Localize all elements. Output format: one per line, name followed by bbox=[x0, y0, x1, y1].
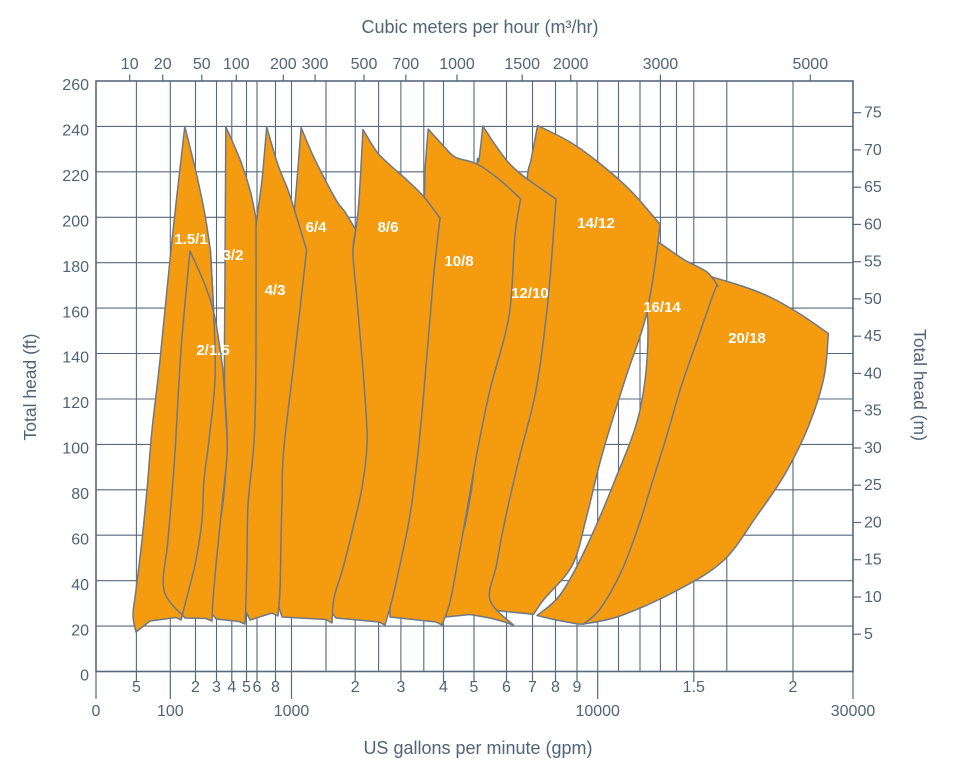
svg-text:10: 10 bbox=[864, 589, 882, 606]
svg-text:5000: 5000 bbox=[793, 56, 829, 73]
svg-text:0: 0 bbox=[80, 668, 89, 685]
svg-text:60: 60 bbox=[864, 216, 882, 233]
svg-text:0: 0 bbox=[92, 703, 101, 720]
svg-text:5: 5 bbox=[864, 626, 873, 643]
svg-text:1.5: 1.5 bbox=[683, 679, 705, 696]
svg-text:50: 50 bbox=[864, 291, 882, 308]
svg-text:4/3: 4/3 bbox=[265, 282, 286, 299]
svg-text:100: 100 bbox=[157, 703, 184, 720]
svg-text:10: 10 bbox=[121, 56, 139, 73]
svg-text:200: 200 bbox=[62, 214, 89, 231]
svg-text:2: 2 bbox=[789, 679, 798, 696]
svg-text:40: 40 bbox=[71, 577, 89, 594]
svg-text:30000: 30000 bbox=[831, 703, 876, 720]
svg-text:65: 65 bbox=[864, 179, 882, 196]
svg-text:3000: 3000 bbox=[643, 56, 679, 73]
svg-text:8: 8 bbox=[271, 679, 280, 696]
svg-text:4: 4 bbox=[227, 679, 236, 696]
svg-text:5: 5 bbox=[132, 679, 141, 696]
svg-text:2: 2 bbox=[191, 679, 200, 696]
svg-text:260: 260 bbox=[62, 77, 89, 94]
svg-text:220: 220 bbox=[62, 168, 89, 185]
svg-text:140: 140 bbox=[62, 350, 89, 367]
svg-text:US gallons per minute (gpm): US gallons per minute (gpm) bbox=[363, 738, 592, 758]
svg-text:180: 180 bbox=[62, 259, 89, 276]
svg-text:5: 5 bbox=[242, 679, 251, 696]
svg-text:16/14: 16/14 bbox=[643, 299, 681, 316]
svg-text:5: 5 bbox=[470, 679, 479, 696]
svg-text:20/18: 20/18 bbox=[728, 330, 766, 347]
svg-text:1000: 1000 bbox=[439, 56, 475, 73]
svg-text:70: 70 bbox=[864, 142, 882, 159]
svg-text:8: 8 bbox=[551, 679, 560, 696]
svg-text:1500: 1500 bbox=[504, 56, 540, 73]
svg-text:6/4: 6/4 bbox=[306, 219, 328, 236]
svg-text:60: 60 bbox=[71, 531, 89, 548]
svg-text:3: 3 bbox=[396, 679, 405, 696]
svg-text:1000: 1000 bbox=[274, 703, 310, 720]
svg-text:700: 700 bbox=[392, 56, 419, 73]
svg-text:12/10: 12/10 bbox=[511, 285, 549, 302]
svg-text:8/6: 8/6 bbox=[378, 219, 399, 236]
svg-text:2000: 2000 bbox=[553, 56, 589, 73]
svg-text:80: 80 bbox=[71, 486, 89, 503]
svg-text:300: 300 bbox=[302, 56, 329, 73]
svg-text:20: 20 bbox=[71, 622, 89, 639]
svg-text:160: 160 bbox=[62, 304, 89, 321]
svg-text:120: 120 bbox=[62, 395, 89, 412]
svg-text:4: 4 bbox=[439, 679, 448, 696]
svg-text:20: 20 bbox=[864, 515, 882, 532]
svg-text:6: 6 bbox=[253, 679, 262, 696]
svg-text:2/1.5: 2/1.5 bbox=[196, 342, 229, 359]
svg-text:9: 9 bbox=[573, 679, 582, 696]
svg-text:100: 100 bbox=[62, 441, 89, 458]
svg-text:Cubic meters per hour (m³/hr): Cubic meters per hour (m³/hr) bbox=[361, 17, 598, 37]
svg-text:30: 30 bbox=[864, 440, 882, 457]
svg-text:35: 35 bbox=[864, 403, 882, 420]
svg-text:3: 3 bbox=[212, 679, 221, 696]
svg-text:500: 500 bbox=[351, 56, 378, 73]
svg-text:25: 25 bbox=[864, 477, 882, 494]
svg-text:10/8: 10/8 bbox=[444, 253, 473, 270]
svg-text:20: 20 bbox=[154, 56, 172, 73]
svg-text:55: 55 bbox=[864, 254, 882, 271]
svg-text:75: 75 bbox=[864, 105, 882, 122]
svg-text:200: 200 bbox=[270, 56, 297, 73]
svg-text:14/12: 14/12 bbox=[577, 215, 615, 232]
svg-text:1.5/1: 1.5/1 bbox=[174, 231, 207, 248]
svg-text:10000: 10000 bbox=[575, 703, 620, 720]
svg-text:6: 6 bbox=[502, 679, 511, 696]
svg-text:3/2: 3/2 bbox=[223, 247, 244, 264]
svg-text:Total head (ft): Total head (ft) bbox=[20, 334, 40, 441]
svg-text:2: 2 bbox=[351, 679, 360, 696]
svg-text:Total head (m): Total head (m) bbox=[910, 329, 930, 441]
svg-text:15: 15 bbox=[864, 552, 882, 569]
svg-text:45: 45 bbox=[864, 328, 882, 345]
svg-text:40: 40 bbox=[864, 365, 882, 382]
svg-text:50: 50 bbox=[193, 56, 211, 73]
svg-text:100: 100 bbox=[223, 56, 250, 73]
svg-text:7: 7 bbox=[528, 679, 537, 696]
svg-text:240: 240 bbox=[62, 123, 89, 140]
